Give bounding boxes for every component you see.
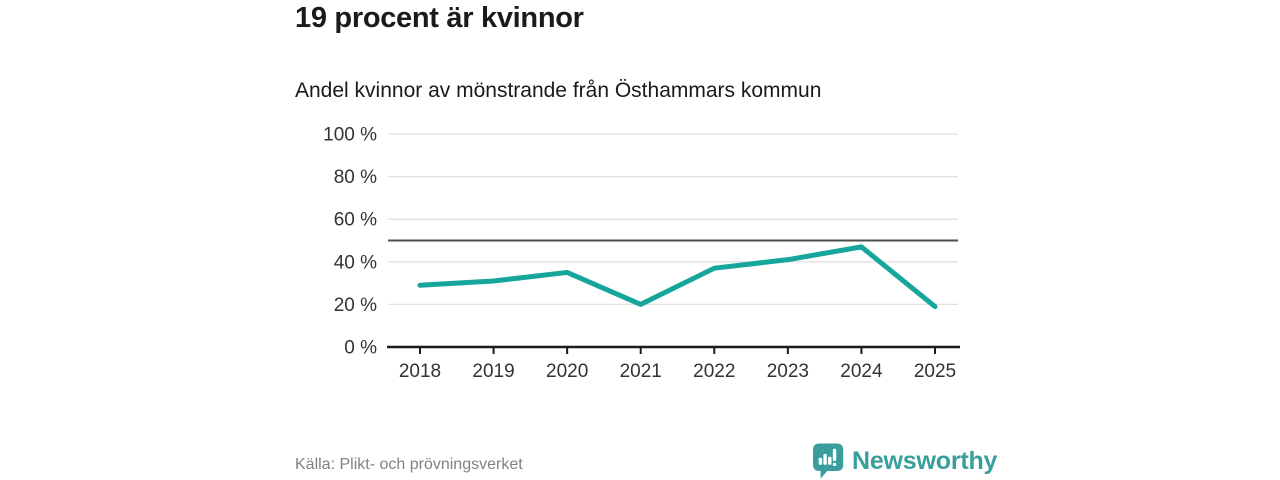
- svg-text:2023: 2023: [767, 361, 809, 382]
- svg-text:2019: 2019: [472, 361, 514, 382]
- svg-text:2024: 2024: [840, 361, 883, 382]
- newsworthy-logo-icon: [813, 443, 844, 479]
- svg-text:2025: 2025: [914, 361, 956, 382]
- svg-text:2022: 2022: [693, 361, 735, 382]
- source-note: Källa: Plikt- och prövningsverket: [295, 456, 523, 473]
- svg-text:2020: 2020: [546, 361, 588, 382]
- svg-text:60 %: 60 %: [334, 210, 377, 231]
- brand-name: Newsworthy: [852, 447, 998, 475]
- svg-text:20 %: 20 %: [334, 295, 377, 316]
- svg-text:0 %: 0 %: [344, 338, 377, 359]
- svg-text:2021: 2021: [620, 361, 662, 382]
- svg-text:80 %: 80 %: [334, 167, 377, 188]
- page-title: 19 procent är kvinnor: [295, 2, 584, 34]
- svg-text:2018: 2018: [399, 361, 441, 382]
- svg-text:40 %: 40 %: [334, 252, 377, 273]
- chart-subtitle: Andel kvinnor av mönstrande från Östhamm…: [295, 79, 822, 102]
- svg-text:100 %: 100 %: [323, 125, 377, 146]
